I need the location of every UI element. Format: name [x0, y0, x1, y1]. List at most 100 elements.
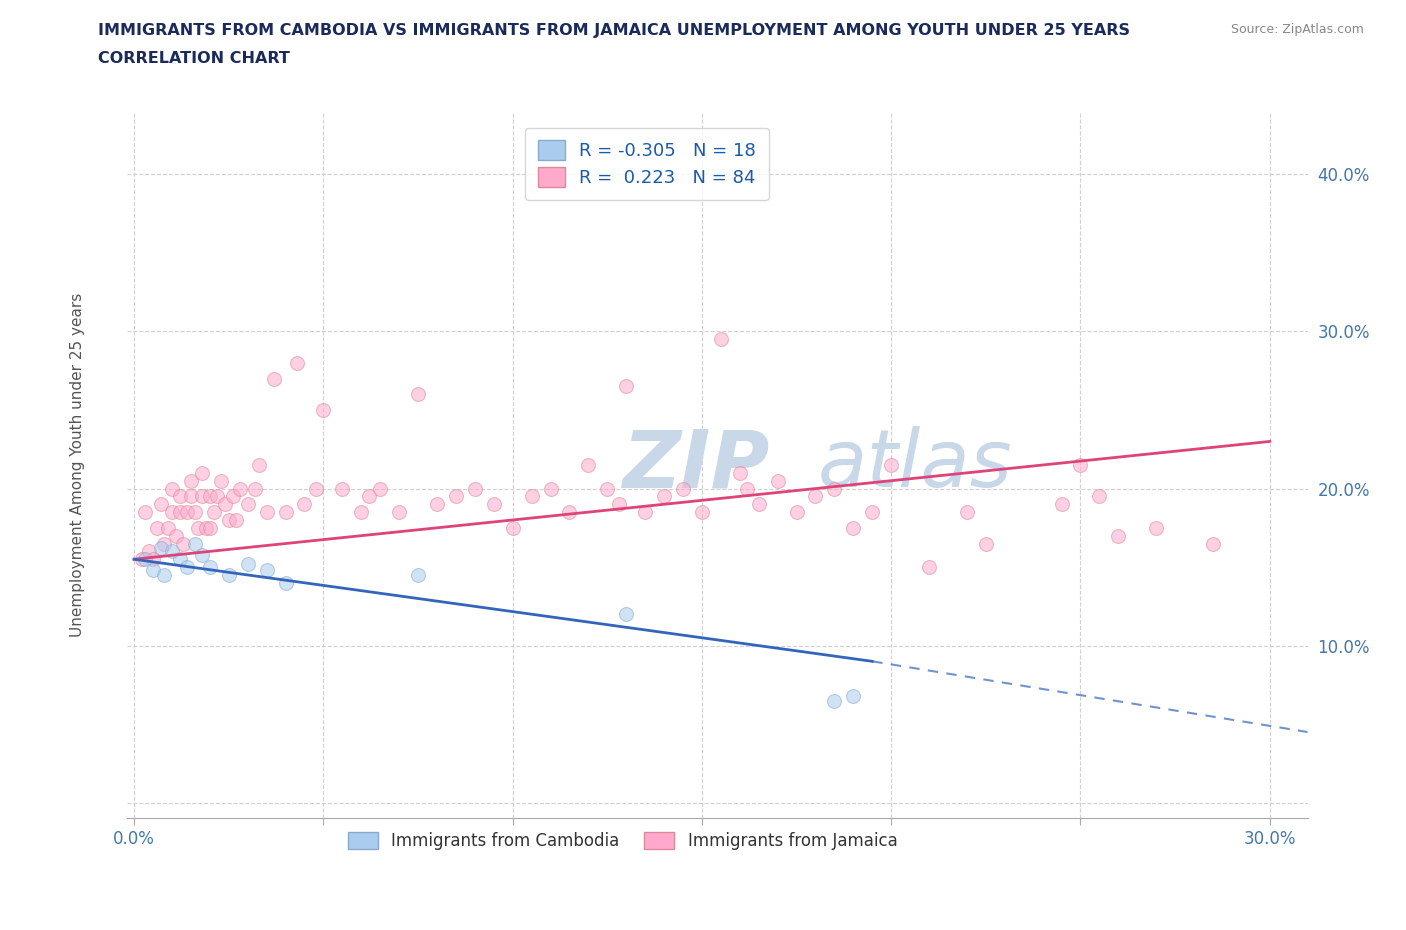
Point [842, 688, 865, 703]
Point [157, 521, 180, 536]
Point [149, 497, 172, 512]
Point [728, 465, 751, 480]
Point [766, 473, 789, 488]
Point [748, 497, 770, 512]
Point [198, 560, 221, 575]
Point [165, 528, 187, 543]
Point [305, 481, 328, 496]
Point [236, 497, 259, 512]
Point [183, 505, 205, 520]
Point [247, 458, 270, 472]
Point [169, 489, 191, 504]
Point [614, 379, 637, 394]
Point [225, 512, 247, 527]
Point [918, 560, 941, 575]
Point [274, 576, 297, 591]
Point [160, 544, 183, 559]
Point [520, 489, 543, 504]
Point [153, 567, 176, 582]
Point [221, 489, 243, 504]
Point [540, 481, 562, 496]
Point [350, 505, 373, 520]
Point [195, 521, 218, 536]
Point [312, 403, 335, 418]
Point [134, 551, 156, 566]
Point [146, 521, 169, 536]
Point [330, 481, 353, 496]
Text: Source: ZipAtlas.com: Source: ZipAtlas.com [1230, 23, 1364, 36]
Point [256, 563, 278, 578]
Point [198, 489, 221, 504]
Point [786, 505, 808, 520]
Point [256, 505, 278, 520]
Point [558, 505, 581, 520]
Point [880, 458, 903, 472]
Point [191, 489, 214, 504]
Point [176, 505, 198, 520]
Point [142, 551, 165, 566]
Point [191, 465, 214, 480]
Point [180, 473, 202, 488]
Point [368, 481, 391, 496]
Point [172, 536, 194, 551]
Point [1069, 458, 1091, 472]
Point [176, 560, 198, 575]
Point [198, 521, 221, 536]
Point [823, 693, 845, 708]
Point [406, 387, 429, 402]
Point [1050, 497, 1073, 512]
Point [406, 567, 429, 582]
Point [464, 481, 486, 496]
Point [426, 497, 449, 512]
Point [482, 497, 505, 512]
Point [1202, 536, 1225, 551]
Point [218, 567, 240, 582]
Legend: Immigrants from Cambodia, Immigrants from Jamaica: Immigrants from Cambodia, Immigrants fro… [335, 818, 911, 863]
Point [160, 481, 183, 496]
Point [842, 521, 865, 536]
Point [1107, 528, 1129, 543]
Point [607, 497, 630, 512]
Point [131, 551, 153, 566]
Point [804, 489, 827, 504]
Point [502, 521, 524, 536]
Point [634, 505, 657, 520]
Text: ZIP: ZIP [623, 426, 770, 504]
Point [294, 497, 316, 512]
Point [134, 505, 156, 520]
Point [737, 481, 759, 496]
Point [229, 481, 252, 496]
Point [236, 556, 259, 571]
Point [191, 547, 214, 562]
Point [652, 489, 675, 504]
Point [1144, 521, 1167, 536]
Point [672, 481, 695, 496]
Text: IMMIGRANTS FROM CAMBODIA VS IMMIGRANTS FROM JAMAICA UNEMPLOYMENT AMONG YOUTH UND: IMMIGRANTS FROM CAMBODIA VS IMMIGRANTS F… [98, 23, 1130, 38]
Point [183, 536, 205, 551]
Point [274, 505, 297, 520]
Point [142, 563, 165, 578]
Point [576, 458, 599, 472]
Point [263, 371, 285, 386]
Point [245, 481, 267, 496]
Text: atlas: atlas [817, 426, 1012, 504]
Point [149, 541, 172, 556]
Point [207, 489, 229, 504]
Point [209, 473, 232, 488]
Point [357, 489, 380, 504]
Point [596, 481, 619, 496]
Point [285, 355, 308, 370]
Point [956, 505, 979, 520]
Point [823, 481, 845, 496]
Point [153, 536, 176, 551]
Point [388, 505, 411, 520]
Point [1088, 489, 1111, 504]
Point [710, 332, 733, 347]
Point [169, 551, 191, 566]
Point [160, 505, 183, 520]
Point [974, 536, 997, 551]
Point [690, 505, 713, 520]
Point [860, 505, 883, 520]
Point [214, 497, 236, 512]
Point [138, 544, 160, 559]
